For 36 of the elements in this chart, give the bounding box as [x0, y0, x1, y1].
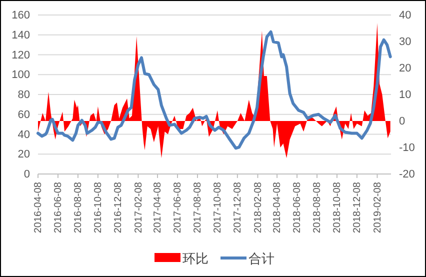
- x-tick-label: 2017-10-08: [212, 182, 224, 234]
- x-tick-label: 2019-02-08: [372, 182, 384, 234]
- x-tick-label: 2016-08-08: [73, 182, 84, 234]
- y-tick-label: 20: [18, 148, 30, 161]
- y2-tick-label: 0: [399, 116, 406, 128]
- x-tick-label: 2017-08-08: [192, 182, 204, 234]
- y-tick-label: 160: [12, 10, 30, 22]
- x-tick-label: 2016-06-08: [53, 182, 64, 234]
- legend-label: 合计: [248, 251, 274, 266]
- x-tick-label: 2018-06-08: [292, 182, 304, 234]
- x-tick-label: 2018-02-08: [252, 182, 264, 234]
- x-tick-label: 2018-10-08: [332, 182, 344, 234]
- y-tick-label: 80: [18, 89, 30, 102]
- x-tick-label: 2018-08-08: [312, 182, 324, 234]
- y2-tick-label: -10: [399, 142, 415, 154]
- x-tick-label: 2016-04-08: [33, 182, 44, 234]
- legend-label: 环比: [182, 251, 208, 266]
- x-tick-label: 2017-04-08: [152, 182, 164, 234]
- y-tick-label: 40: [18, 128, 30, 141]
- x-tick-label: 2018-04-08: [272, 182, 284, 234]
- y-tick-label: 60: [18, 108, 30, 121]
- x-tick-label: 2016-12-08: [113, 182, 124, 234]
- x-tick-label: 2018-12-08: [352, 182, 364, 234]
- y2-tick-label: 40: [399, 10, 412, 22]
- y-tick-label: 0: [24, 168, 30, 181]
- x-tick-label: 2016-10-08: [93, 182, 104, 234]
- y2-tick-label: 10: [399, 89, 412, 102]
- y2-tick-label: 20: [399, 62, 412, 75]
- y2-tick-label: 30: [399, 36, 412, 48]
- x-tick-label: 2017-06-08: [172, 182, 184, 234]
- x-tick-label: 2017-12-08: [232, 182, 244, 234]
- y-tick-label: 100: [12, 69, 30, 82]
- y-tick-label: 120: [12, 49, 30, 62]
- x-tick-label: 2017-02-08: [133, 182, 144, 234]
- y-tick-label: 140: [12, 29, 30, 42]
- y2-tick-label: -20: [399, 168, 415, 181]
